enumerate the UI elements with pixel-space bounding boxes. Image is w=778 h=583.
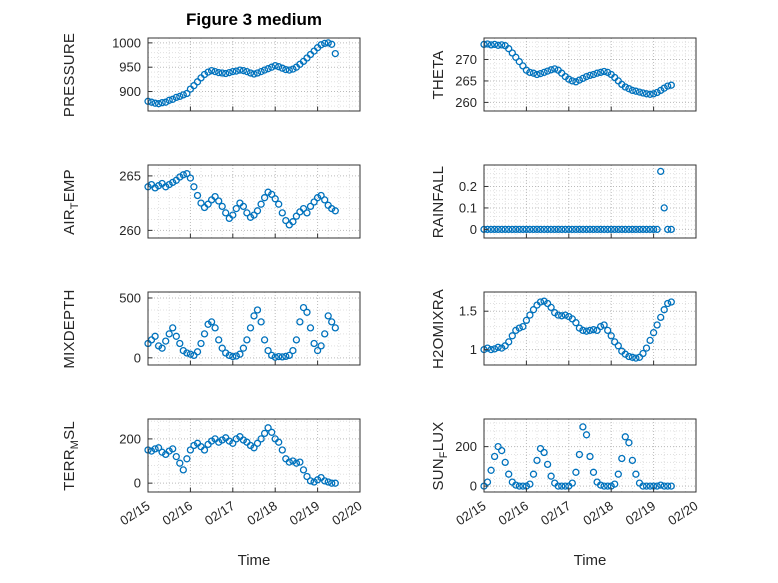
svg-text:02/18: 02/18 xyxy=(580,498,615,528)
plot-theta: 260 265 270 xyxy=(455,37,697,112)
svg-text:02/16: 02/16 xyxy=(160,498,195,528)
svg-text:02/16: 02/16 xyxy=(496,498,531,528)
svg-text:1: 1 xyxy=(470,342,477,357)
xlabel-time-right: Time xyxy=(573,552,607,569)
svg-text:260: 260 xyxy=(119,223,141,238)
svg-text:02/18: 02/18 xyxy=(244,498,279,528)
svg-text:02/17: 02/17 xyxy=(538,498,573,528)
svg-text:1.5: 1.5 xyxy=(459,304,477,319)
svg-text:900: 900 xyxy=(119,84,141,99)
plot-mixdepth: 0 500 xyxy=(119,291,361,366)
plot-rainfall: 0 0.1 0.2 xyxy=(459,164,697,239)
svg-text:500: 500 xyxy=(119,291,141,306)
xlabel-time-left: Time xyxy=(237,552,271,569)
svg-text:02/15: 02/15 xyxy=(117,498,152,528)
svg-text:0.1: 0.1 xyxy=(459,200,477,215)
svg-text:200: 200 xyxy=(119,431,141,446)
svg-text:0: 0 xyxy=(470,222,477,237)
svg-text:02/19: 02/19 xyxy=(287,498,322,528)
svg-text:02/20: 02/20 xyxy=(665,498,700,528)
svg-text:02/19: 02/19 xyxy=(623,498,658,528)
svg-text:265: 265 xyxy=(455,73,477,88)
plot-sunflux: 0 200 02/15 02/16 02/17 02/18 02/19 02/20 xyxy=(453,418,701,528)
plot-terrmsl: 0 200 02/15 02/16 02/17 02/18 02/19 02/20 xyxy=(117,418,365,528)
svg-text:260: 260 xyxy=(455,95,477,110)
svg-text:0: 0 xyxy=(134,476,141,491)
svg-text:200: 200 xyxy=(455,439,477,454)
plot-h2omixra: 11.5 xyxy=(459,291,697,366)
svg-text:02/15: 02/15 xyxy=(453,498,488,528)
svg-text:270: 270 xyxy=(455,52,477,67)
svg-text:950: 950 xyxy=(119,60,141,75)
svg-text:1000: 1000 xyxy=(112,35,141,50)
ylabel-terrmsl: TERRMSL xyxy=(61,421,81,491)
plot-pressure: 900 950 1000 xyxy=(112,35,361,112)
plot-airtemp: 260 265 xyxy=(119,164,361,239)
svg-text:0: 0 xyxy=(470,479,477,494)
svg-text:0: 0 xyxy=(134,350,141,365)
svg-text:02/20: 02/20 xyxy=(329,498,364,528)
svg-text:02/17: 02/17 xyxy=(202,498,237,528)
svg-text:0.2: 0.2 xyxy=(459,179,477,194)
svg-text:265: 265 xyxy=(119,168,141,183)
figure-title: Figure 3 medium xyxy=(185,10,323,29)
